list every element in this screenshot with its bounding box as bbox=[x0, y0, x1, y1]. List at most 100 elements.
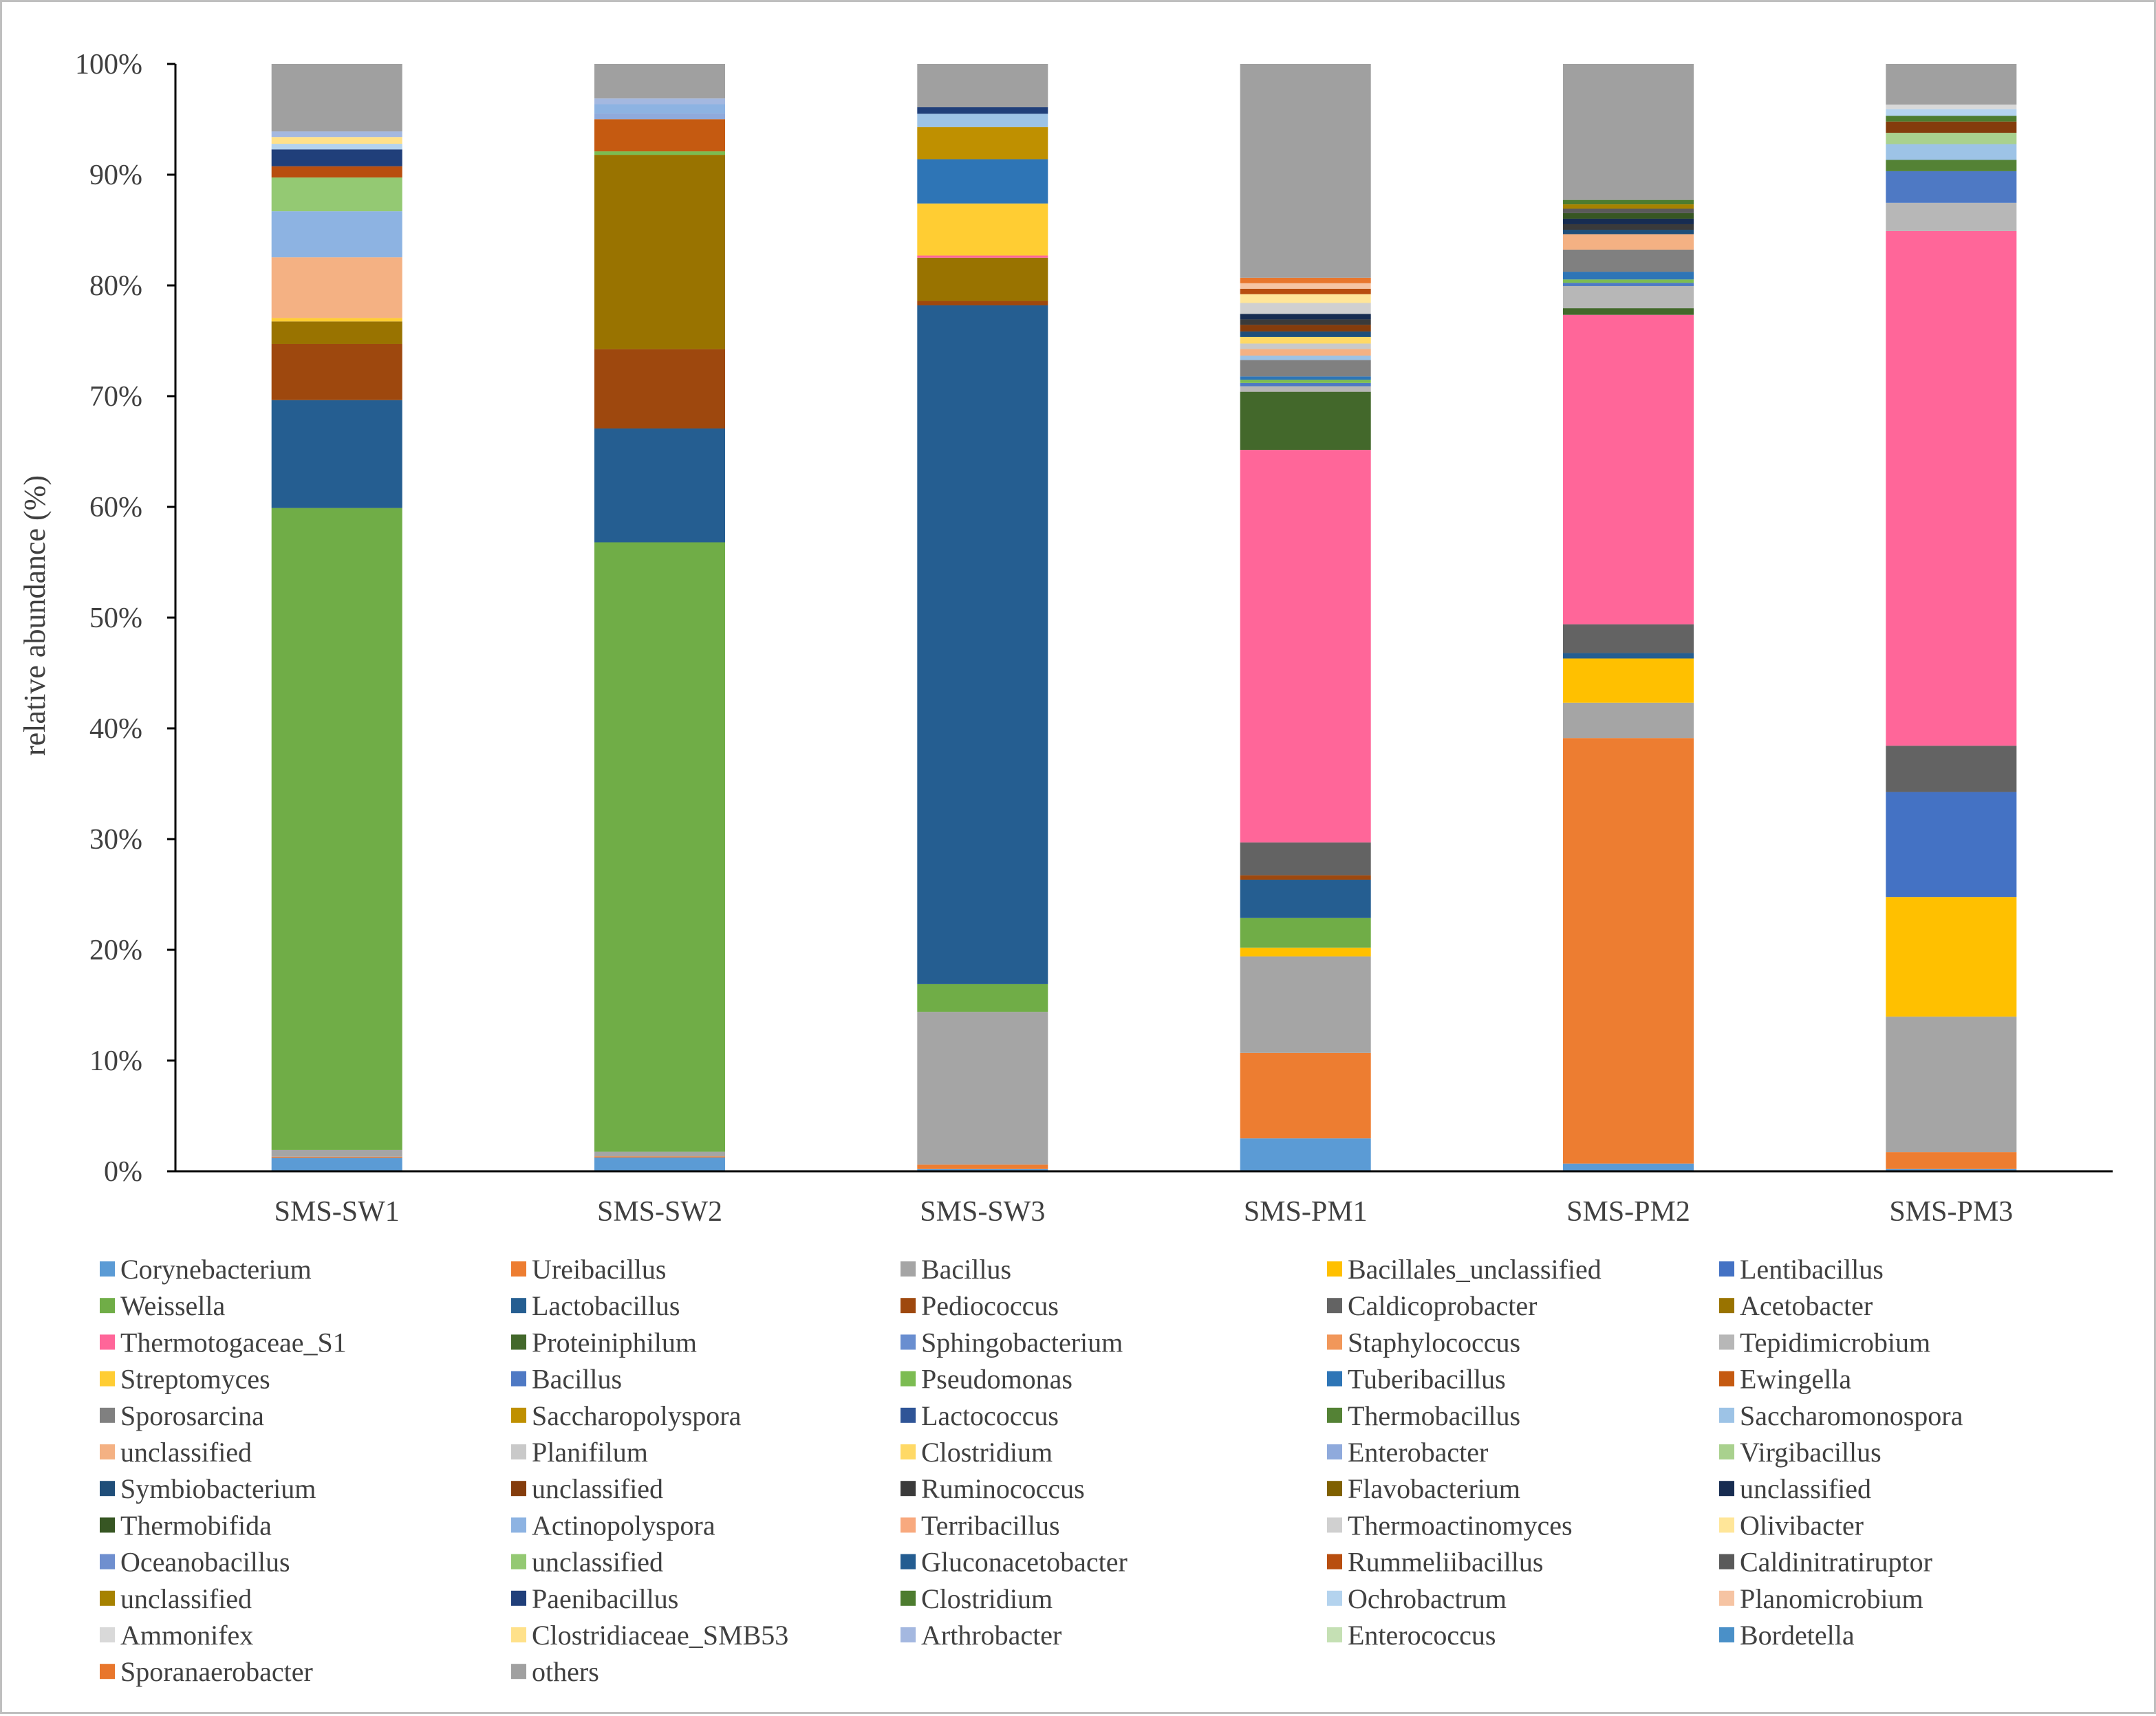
legend-swatch bbox=[1719, 1554, 1734, 1570]
legend-item: Planomicrobium bbox=[1719, 1583, 1923, 1614]
legend-item: Sporanaerobacter bbox=[100, 1656, 313, 1687]
legend-label: Thermotogaceae_S1 bbox=[120, 1327, 347, 1358]
bar-segment-SMS-SW1-Ochrobactrum-48 bbox=[271, 144, 402, 150]
legend-swatch bbox=[511, 1554, 526, 1570]
legend-label: unclassified bbox=[120, 1583, 252, 1614]
legend-label: Lentibacillus bbox=[1740, 1254, 1884, 1285]
bar-segment-SMS-PM1-Planifilum-26 bbox=[1240, 343, 1371, 349]
bar-segment-SMS-SW3-Streptomyces-15 bbox=[917, 203, 1048, 256]
legend-swatch bbox=[511, 1298, 526, 1314]
bar-segment-SMS-PM1-Corynebacterium-0 bbox=[1240, 1138, 1371, 1171]
legend-item: Ewingella bbox=[1719, 1364, 1851, 1395]
bar-segment-SMS-PM2-Thermobifida-35 bbox=[1563, 213, 1694, 219]
bar-segment-SMS-PM2-Clostridium-47 bbox=[1563, 199, 1694, 205]
legend-label: Ochrobactrum bbox=[1348, 1583, 1507, 1614]
y-tick-label: 70% bbox=[89, 381, 142, 413]
bar-segment-SMS-PM1-Lactobacillus-6 bbox=[1240, 879, 1371, 918]
x-tick-label: SMS-PM1 bbox=[1244, 1196, 1368, 1228]
legend-swatch bbox=[511, 1481, 526, 1497]
bar-segment-SMS-PM3-Bacillus-16 bbox=[1886, 171, 2017, 203]
legend-label: Saccharomonospora bbox=[1740, 1400, 1963, 1431]
legend-label: Tuberibacillus bbox=[1348, 1364, 1506, 1395]
bar-segment-SMS-PM3-Saccharomonospora-24 bbox=[1886, 144, 2017, 160]
bar-segment-SMS-PM1-Tuberibacillus-18 bbox=[1240, 376, 1371, 380]
bar-segment-SMS-PM2-Thermotogaceae_S1-10 bbox=[1563, 314, 1694, 625]
legend-item: Streptomyces bbox=[100, 1364, 270, 1395]
legend-swatch bbox=[1327, 1444, 1342, 1459]
bar-segment-SMS-PM1-Sporanaerobacter-55 bbox=[1240, 277, 1371, 283]
bar-segment-SMS-PM2-Lactobacillus-6 bbox=[1563, 653, 1694, 659]
bar-segment-SMS-PM2-Ruminococcus-32 bbox=[1563, 224, 1694, 230]
legend-item: Pediococcus bbox=[901, 1290, 1059, 1321]
bar-segment-SMS-PM3-unclassified-31 bbox=[1886, 121, 2017, 133]
bar-segment-SMS-PM1-Bacillales_unclassified-3 bbox=[1240, 947, 1371, 957]
legend-swatch bbox=[100, 1554, 115, 1570]
bar-segment-SMS-PM1-Thermotogaceae_S1-10 bbox=[1240, 450, 1371, 843]
legend-swatch bbox=[1719, 1590, 1734, 1606]
bar-segment-SMS-PM3-Lentibacillus-4 bbox=[1886, 792, 2017, 898]
legend-swatch bbox=[511, 1517, 526, 1533]
legend-label: Oceanobacillus bbox=[120, 1547, 290, 1578]
bar-segment-SMS-PM2-Caldinitratiruptor-44 bbox=[1563, 208, 1694, 213]
legend-label: Thermobifida bbox=[120, 1510, 272, 1541]
legend-item: Thermoactinomyces bbox=[1327, 1510, 1573, 1541]
bar-segment-SMS-PM2-Caldicoprobacter-8 bbox=[1563, 624, 1694, 653]
legend-item: Lactobacillus bbox=[511, 1290, 680, 1321]
legend-item: Bacillus bbox=[901, 1254, 1011, 1285]
legend-item: Ammonifex bbox=[100, 1620, 253, 1651]
legend-item: Ruminococcus bbox=[901, 1473, 1085, 1504]
legend-label: unclassified bbox=[1740, 1473, 1871, 1504]
legend-label: Sphingobacterium bbox=[921, 1327, 1123, 1358]
bars-layer bbox=[271, 64, 2017, 1171]
legend-label: Clostridium bbox=[921, 1583, 1053, 1614]
legend-item: unclassified bbox=[511, 1547, 663, 1578]
bar-segment-SMS-SW2-Pediococcus-7 bbox=[594, 349, 725, 428]
legend-label: Proteiniphilum bbox=[532, 1327, 697, 1358]
legend-label: Arthrobacter bbox=[921, 1620, 1061, 1651]
legend-label: Gluconacetobacter bbox=[921, 1547, 1128, 1578]
legend-swatch bbox=[511, 1334, 526, 1350]
legend-item: Virgibacillus bbox=[1719, 1437, 1882, 1468]
legend-item: Oceanobacillus bbox=[100, 1547, 290, 1578]
bar-segment-SMS-PM2-Ureibacillus-1 bbox=[1563, 738, 1694, 1164]
legend-item: Enterobacter bbox=[1327, 1437, 1488, 1468]
bar-segment-SMS-SW1-Paenibacillus-46 bbox=[271, 149, 402, 166]
legend-swatch bbox=[1719, 1334, 1734, 1350]
legend-swatch bbox=[100, 1590, 115, 1606]
bar-segment-SMS-SW1-unclassified-25 bbox=[271, 257, 402, 318]
legend-item: Bacillus bbox=[511, 1364, 622, 1395]
legend-swatch bbox=[100, 1627, 115, 1642]
legend-item: Planifilum bbox=[511, 1437, 648, 1468]
legend-swatch bbox=[1327, 1590, 1342, 1606]
legend-item: Weissella bbox=[100, 1290, 226, 1321]
x-tick-label: SMS-PM2 bbox=[1566, 1196, 1690, 1228]
y-tick-label: 0% bbox=[104, 1156, 142, 1188]
bar-segment-SMS-PM1-Sporosarcina-20 bbox=[1240, 360, 1371, 377]
bar-segment-SMS-PM2-unclassified-34 bbox=[1563, 218, 1694, 224]
legend-label: Enterobacter bbox=[1348, 1437, 1488, 1468]
y-tick-label: 10% bbox=[89, 1045, 142, 1077]
legend-swatch bbox=[100, 1444, 115, 1459]
legend-item: unclassified bbox=[1719, 1473, 1871, 1504]
y-axis-label: relative abundance (%) bbox=[18, 475, 52, 756]
x-tick-label: SMS-SW2 bbox=[597, 1196, 722, 1228]
legend-swatch bbox=[100, 1517, 115, 1533]
bar-segment-SMS-SW1-Corynebacterium-0 bbox=[271, 1158, 402, 1171]
bar-segment-SMS-PM1-Proteiniphilum-11 bbox=[1240, 391, 1371, 450]
bar-segment-SMS-SW3-Saccharopolyspora-21 bbox=[917, 127, 1048, 160]
legend-swatch bbox=[511, 1371, 526, 1387]
legend-label: Ureibacillus bbox=[532, 1254, 667, 1285]
bar-segment-SMS-SW3-Paenibacillus-46 bbox=[917, 107, 1048, 114]
legend-label: Caldinitratiruptor bbox=[1740, 1547, 1932, 1578]
legend-item: Clostridiaceae_SMB53 bbox=[511, 1620, 788, 1651]
bar-segment-SMS-SW3-Tuberibacillus-18 bbox=[917, 159, 1048, 204]
bar-segment-SMS-SW2-Corynebacterium-0 bbox=[594, 1157, 725, 1171]
legend-swatch bbox=[1327, 1517, 1342, 1533]
bar-segment-SMS-PM2-Tepidimicrobium-14 bbox=[1563, 285, 1694, 309]
legend-item: Arthrobacter bbox=[901, 1620, 1061, 1651]
legend-item: Ochrobactrum bbox=[1327, 1583, 1507, 1614]
bar-segment-SMS-PM3-Thermotogaceae_S1-10 bbox=[1886, 230, 2017, 746]
legend-swatch bbox=[511, 1261, 526, 1277]
y-tick-label: 90% bbox=[89, 160, 142, 191]
bar-segment-SMS-SW2-others-56 bbox=[594, 64, 725, 99]
